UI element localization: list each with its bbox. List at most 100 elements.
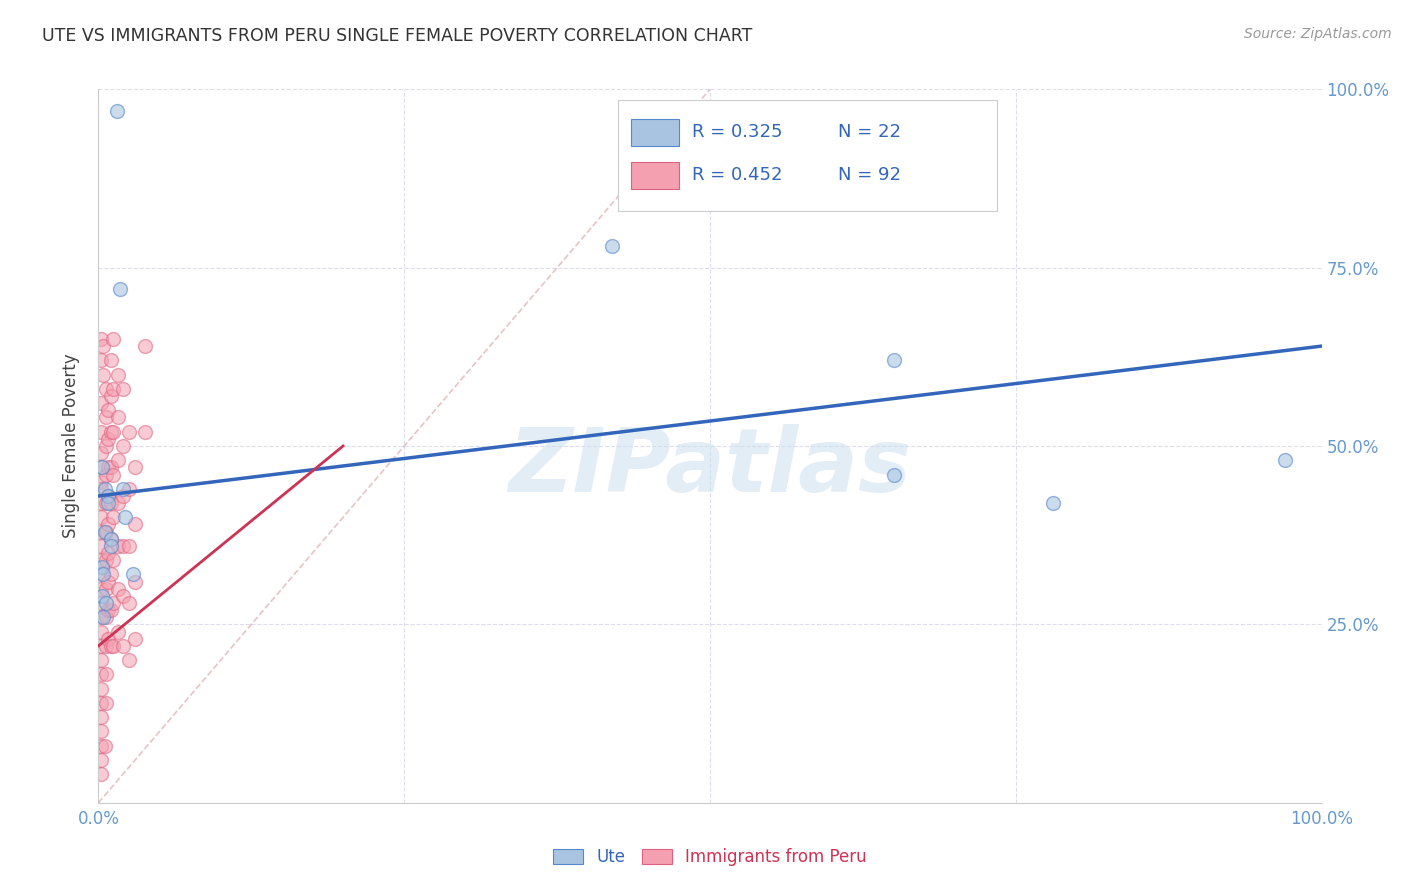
- Point: [90, 639, 112, 653]
- Point: [94, 667, 117, 681]
- Point: [97, 517, 120, 532]
- Point: [134, 425, 156, 439]
- Point: [100, 567, 122, 582]
- FancyBboxPatch shape: [619, 100, 997, 211]
- Point: [118, 482, 141, 496]
- Point: [124, 574, 146, 589]
- Point: [97, 489, 120, 503]
- Point: [94, 467, 117, 482]
- Text: R = 0.325: R = 0.325: [692, 123, 782, 141]
- Point: [91, 589, 114, 603]
- Point: [111, 482, 134, 496]
- Point: [90, 482, 112, 496]
- Point: [111, 382, 134, 396]
- Text: ZIPatlas: ZIPatlas: [509, 424, 911, 511]
- Point: [90, 724, 112, 739]
- Point: [94, 582, 117, 596]
- Point: [90, 681, 112, 696]
- Y-axis label: Single Female Poverty: Single Female Poverty: [62, 354, 80, 538]
- Point: [90, 353, 112, 368]
- Point: [883, 353, 905, 368]
- Legend: Ute, Immigrants from Peru: Ute, Immigrants from Peru: [547, 842, 873, 873]
- Point: [114, 510, 136, 524]
- Point: [107, 368, 129, 382]
- FancyBboxPatch shape: [630, 120, 679, 146]
- Point: [100, 639, 122, 653]
- Point: [90, 667, 112, 681]
- Point: [90, 496, 112, 510]
- Point: [101, 425, 124, 439]
- Point: [94, 410, 117, 425]
- Point: [93, 482, 115, 496]
- Point: [105, 103, 128, 118]
- Point: [1274, 453, 1296, 467]
- Point: [97, 496, 120, 510]
- Point: [111, 589, 134, 603]
- Point: [90, 596, 112, 610]
- Point: [100, 496, 122, 510]
- Point: [100, 425, 122, 439]
- Point: [118, 596, 141, 610]
- Point: [90, 653, 112, 667]
- Point: [107, 582, 129, 596]
- Point: [90, 753, 112, 767]
- Point: [94, 382, 117, 396]
- Point: [90, 510, 112, 524]
- Point: [94, 524, 117, 539]
- Point: [100, 353, 122, 368]
- Text: N = 22: N = 22: [838, 123, 901, 141]
- Point: [90, 739, 112, 753]
- Point: [90, 696, 112, 710]
- Point: [90, 553, 112, 567]
- Point: [111, 639, 134, 653]
- Point: [101, 332, 124, 346]
- Point: [124, 460, 146, 475]
- Point: [91, 610, 114, 624]
- Point: [101, 596, 124, 610]
- Point: [97, 632, 120, 646]
- Point: [97, 460, 120, 475]
- Point: [90, 332, 112, 346]
- Point: [100, 603, 122, 617]
- Point: [94, 696, 117, 710]
- Point: [100, 539, 122, 553]
- Point: [94, 596, 117, 610]
- Point: [101, 510, 124, 524]
- Point: [94, 496, 117, 510]
- Point: [121, 567, 143, 582]
- Point: [111, 439, 134, 453]
- Point: [111, 489, 134, 503]
- Point: [118, 539, 141, 553]
- Point: [124, 632, 146, 646]
- Point: [90, 767, 112, 781]
- Point: [107, 496, 129, 510]
- Point: [91, 339, 114, 353]
- Point: [110, 282, 132, 296]
- Point: [97, 489, 120, 503]
- Point: [100, 460, 122, 475]
- Point: [124, 517, 146, 532]
- Point: [97, 574, 120, 589]
- Point: [97, 432, 120, 446]
- Point: [90, 425, 112, 439]
- Point: [101, 553, 124, 567]
- Text: R = 0.452: R = 0.452: [692, 166, 782, 184]
- Point: [90, 524, 112, 539]
- Point: [90, 539, 112, 553]
- Point: [107, 453, 129, 467]
- Point: [90, 460, 112, 475]
- Point: [91, 368, 114, 382]
- Point: [97, 546, 120, 560]
- Point: [90, 446, 112, 460]
- Point: [1042, 496, 1064, 510]
- Text: UTE VS IMMIGRANTS FROM PERU SINGLE FEMALE POVERTY CORRELATION CHART: UTE VS IMMIGRANTS FROM PERU SINGLE FEMAL…: [42, 27, 752, 45]
- Point: [111, 539, 134, 553]
- Point: [90, 610, 112, 624]
- Point: [90, 710, 112, 724]
- Point: [118, 425, 141, 439]
- Point: [94, 553, 117, 567]
- Point: [94, 610, 117, 624]
- Point: [107, 410, 129, 425]
- Point: [101, 639, 124, 653]
- Point: [97, 603, 120, 617]
